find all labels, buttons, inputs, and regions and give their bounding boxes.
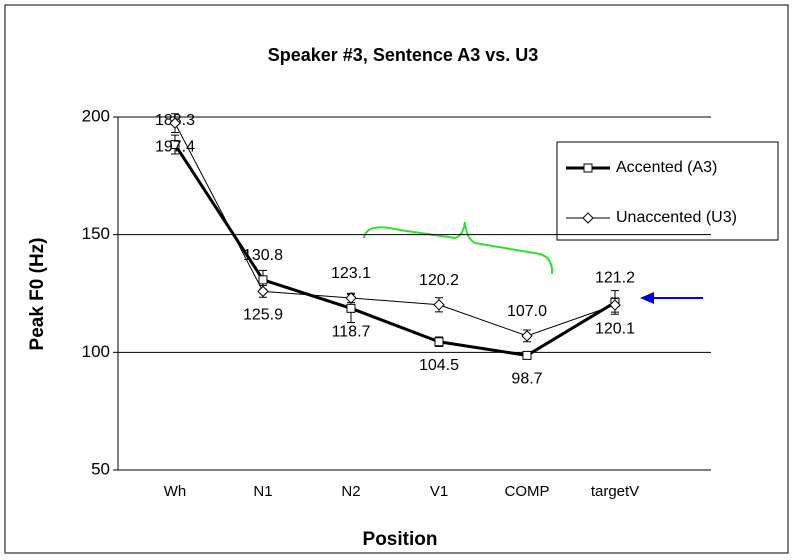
marker — [169, 117, 181, 129]
legend-label: Accented (A3) — [616, 159, 717, 176]
data-label: 120.1 — [595, 320, 635, 337]
marker — [257, 285, 269, 298]
x-tick-label: V1 — [430, 483, 448, 500]
x-tick-label: targetV — [591, 483, 639, 500]
marker — [583, 163, 593, 173]
marker — [609, 299, 621, 311]
x-tick-label: Wh — [164, 483, 187, 500]
legend — [556, 141, 779, 241]
data-label: 104.5 — [419, 357, 459, 374]
series-line — [173, 143, 616, 357]
marker — [522, 350, 532, 360]
marker — [582, 212, 594, 224]
x-tick-label: N1 — [253, 483, 272, 500]
y-tick-label: 50 — [91, 459, 110, 478]
chart-title: Speaker #3, Sentence A3 vs. U3 — [268, 45, 538, 65]
marker — [170, 140, 180, 150]
arrow-head — [640, 292, 654, 304]
y-axis-label: Peak F0 (Hz) — [27, 238, 48, 351]
marker — [346, 303, 356, 313]
data-label: 118.7 — [332, 324, 371, 341]
y-tick-label: 200 — [82, 106, 110, 125]
marker — [433, 299, 445, 311]
marker — [345, 292, 357, 304]
x-axis-label: Position — [363, 529, 438, 550]
y-tick-label: 100 — [82, 342, 110, 361]
data-label: 197.4 — [155, 138, 195, 155]
marker — [258, 275, 268, 285]
chart-frame — [4, 4, 789, 554]
data-label: 120.2 — [419, 272, 459, 289]
x-tick-label: N2 — [341, 483, 360, 500]
series-line — [174, 122, 616, 337]
data-label: 107.0 — [507, 303, 547, 320]
legend-label: Unaccented (U3) — [616, 209, 737, 226]
data-label: 98.7 — [511, 371, 542, 388]
data-label: 121.2 — [595, 270, 635, 287]
marker — [434, 337, 444, 347]
data-label: 125.9 — [243, 307, 283, 324]
x-tick-label: COMP — [505, 483, 550, 500]
data-label: 123.1 — [331, 265, 371, 282]
marker — [521, 330, 533, 342]
data-label: 130.8 — [243, 247, 283, 264]
brace-annotation — [363, 221, 554, 275]
y-tick-label: 150 — [82, 224, 110, 243]
